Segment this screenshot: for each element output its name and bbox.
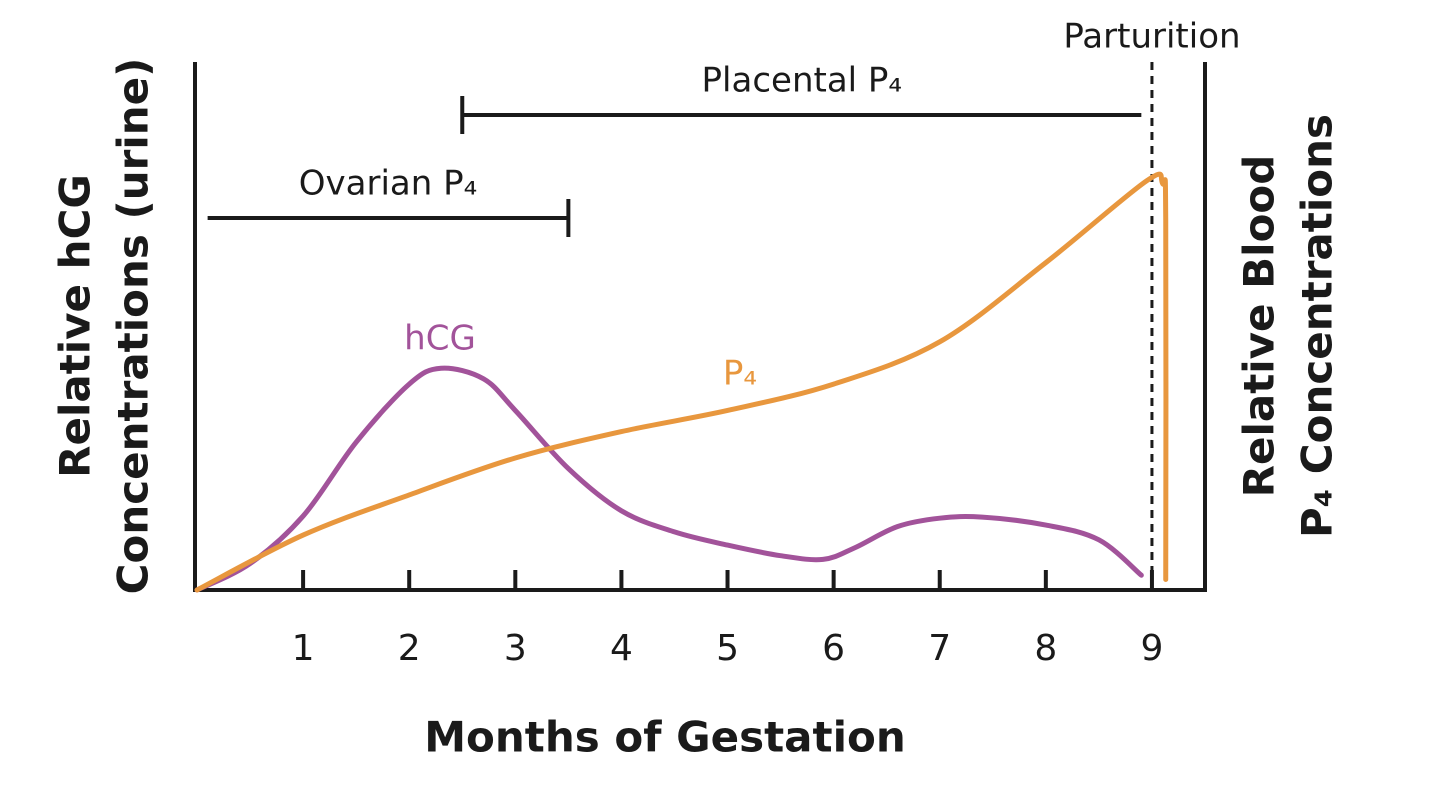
y-axis-title-line: Concentrations (urine) [109, 58, 158, 595]
range-label: Ovarian P₄ [299, 164, 477, 204]
x-axis-title: Months of Gestation [424, 713, 906, 762]
y2-axis-title-line: Relative Blood [1235, 155, 1284, 498]
x-tick-label: 6 [822, 628, 845, 669]
series-line [194, 365, 1144, 593]
x-tick-label: 2 [398, 628, 421, 669]
range-label: Placental P₄ [702, 61, 903, 101]
axes-frame [193, 62, 1207, 592]
y-axis-title-line: Relative hCG [51, 174, 100, 478]
series-label: hCG [404, 319, 476, 359]
y2-axis-title: Relative Blood P₄ Concentrations [1235, 114, 1342, 538]
x-tick-label: 5 [716, 628, 739, 669]
y-axis-title: Relative hCG Concentrations (urine) [51, 58, 158, 595]
x-tick-label: 7 [928, 628, 951, 669]
x-tick-label: 4 [610, 628, 633, 669]
y2-axis-title-line: P₄ Concentrations [1293, 114, 1342, 538]
x-tick-label: 3 [504, 628, 527, 669]
series-line [194, 171, 1169, 593]
series-label: P₄ [723, 354, 757, 394]
x-tick-label: 8 [1034, 628, 1057, 669]
parturition-label: Parturition [1063, 17, 1240, 57]
x-tick-label: 1 [292, 628, 315, 669]
x-tick-label: 9 [1140, 628, 1163, 669]
